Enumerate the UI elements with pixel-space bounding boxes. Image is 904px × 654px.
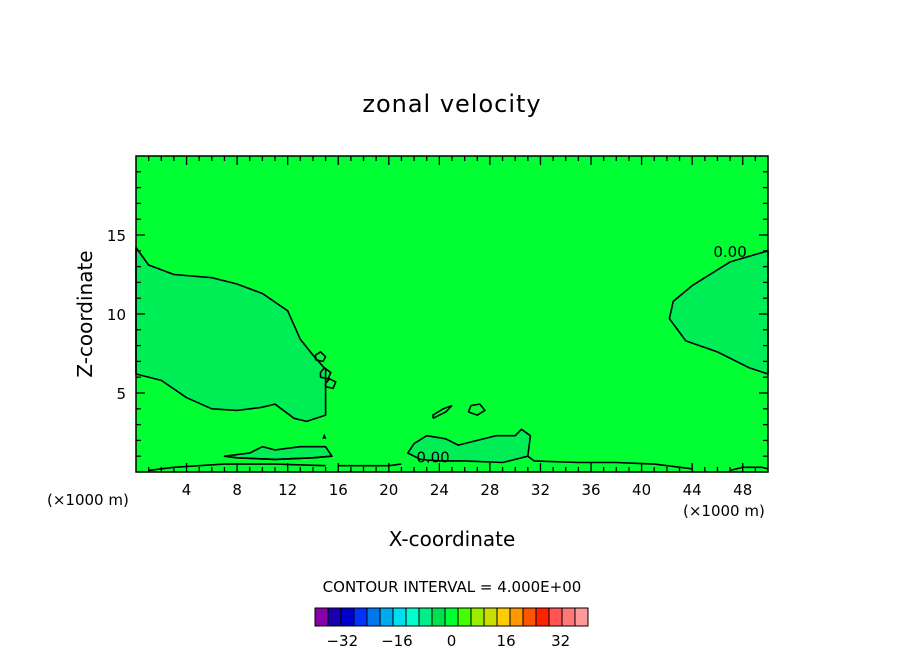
- x-tick-label: 40: [632, 481, 651, 499]
- contour-interval-label: CONTOUR INTERVAL = 4.000E+00: [323, 578, 582, 596]
- contour-region-negative-bottom-center: [406, 428, 532, 464]
- contour-label: 0.00: [416, 449, 449, 467]
- x-tick-label: 32: [531, 481, 550, 499]
- x-tick-label: 16: [329, 481, 348, 499]
- contour-islet-4: [432, 404, 453, 420]
- colorbar-tick-label: 16: [497, 632, 516, 650]
- colorbar-swatch: [444, 607, 459, 627]
- colorbar-swatch: [483, 607, 498, 627]
- contour-lower-left: [224, 455, 332, 461]
- colorbar-swatch: [574, 607, 589, 627]
- contour-region-negative-right: [668, 250, 769, 375]
- contour-islet-5: [467, 403, 487, 416]
- x-tick-label: 36: [581, 481, 600, 499]
- contour-bottom-right: [527, 455, 693, 470]
- contour-islet-1: [314, 350, 327, 363]
- plot-area: 0.00 0.00: [135, 155, 769, 473]
- chart-title: zonal velocity: [362, 90, 541, 118]
- contour-islet-2: [319, 366, 332, 380]
- contour-region-negative-upper-left: [135, 246, 327, 423]
- contour-label: 0.00: [713, 243, 746, 261]
- x-tick-label: 20: [379, 481, 398, 499]
- colorbar-swatch: [418, 607, 433, 627]
- x-unit-right: (×1000 m): [683, 502, 765, 520]
- contour-bottom-middle: [338, 463, 402, 467]
- colorbar-swatch: [392, 607, 407, 627]
- x-axis-label: X-coordinate: [389, 527, 516, 551]
- colorbar-swatch: [340, 607, 355, 627]
- colorbar-swatch: [314, 607, 329, 627]
- colorbar-swatch: [548, 607, 563, 627]
- colorbar-swatch: [496, 607, 511, 627]
- colorbar-swatch: [509, 607, 524, 627]
- colorbar-tick-label: 32: [551, 632, 570, 650]
- x-tick-label: 12: [278, 481, 297, 499]
- y-tick-label: 5: [116, 385, 126, 403]
- x-tick-label: 44: [683, 481, 702, 499]
- colorbar-swatch: [535, 607, 550, 627]
- x-tick-label: 48: [733, 481, 752, 499]
- colorbar-tick-label: −16: [381, 632, 413, 650]
- x-tick-label: 4: [182, 481, 192, 499]
- contour-bottom-right-2: [729, 466, 769, 472]
- y-axis-label: Z-coordinate: [73, 250, 97, 377]
- x-unit-left: (×1000 m): [47, 491, 129, 509]
- x-axis-ticks: 4 8 12 16 20 24 28 32 36 40 44 48: [147, 156, 757, 499]
- colorbar-swatch: [366, 607, 381, 627]
- y-tick-label: 15: [107, 227, 126, 245]
- x-tick-label: 28: [480, 481, 499, 499]
- colorbar-swatch: [379, 607, 394, 627]
- colorbar-swatch: [327, 607, 342, 627]
- x-tick-label: 8: [232, 481, 242, 499]
- contour-islet-6: [322, 433, 327, 440]
- x-tick-label: 24: [430, 481, 449, 499]
- contour-islet-3: [324, 377, 337, 390]
- colorbar-swatch: [561, 607, 576, 627]
- colorbar-swatch: [431, 607, 446, 627]
- y-tick-label: 10: [107, 306, 126, 324]
- y-axis-ticks: 5 10 15: [107, 171, 768, 457]
- colorbar-swatch: [522, 607, 537, 627]
- colorbar-tick-label: 0: [447, 632, 457, 650]
- colorbar-swatch: [405, 607, 420, 627]
- colorbar-swatch: [457, 607, 472, 627]
- colorbar-tick-label: −32: [326, 632, 358, 650]
- colorbar-swatch: [353, 607, 368, 627]
- contour-bottom-left: [148, 463, 326, 472]
- colorbar-swatch: [470, 607, 485, 627]
- colorbar: −32 −16 0 16 32: [314, 607, 589, 650]
